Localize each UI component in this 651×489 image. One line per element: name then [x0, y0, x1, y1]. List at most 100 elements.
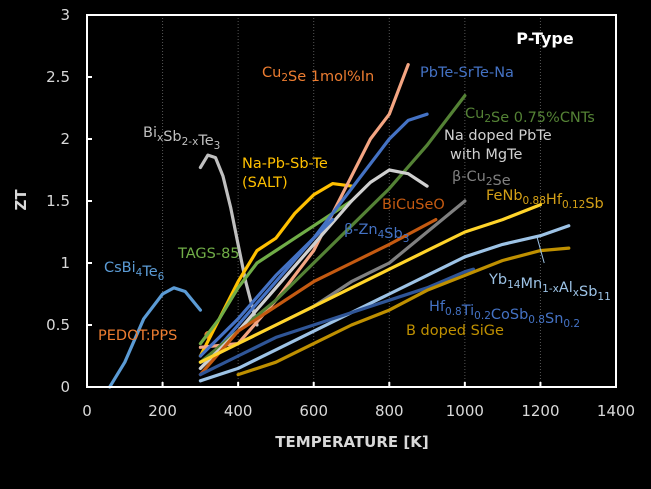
series-label-yb14mn1-xalxsb11: Yb14Mn1-xAlxSb11 — [488, 272, 611, 303]
y-tick-label: 2.5 — [46, 68, 70, 86]
label-text: CsBi — [104, 260, 136, 276]
label-subscript: x — [157, 132, 163, 144]
label-text: Se 0.75%CNTs — [491, 110, 595, 126]
series-label-csbi4te6: CsBi4Te6 — [104, 260, 165, 283]
label-subscript: 6 — [158, 271, 165, 283]
label-text: Hf — [546, 192, 563, 208]
x-tick-label: 1000 — [446, 402, 484, 420]
series-label-line2-na-doped-pbte-with-mgte: with MgTe — [450, 147, 522, 163]
label-subscript: 2 — [486, 176, 493, 188]
axes — [86, 14, 617, 388]
x-tick-label: 800 — [375, 402, 404, 420]
label-subscript: 4 — [378, 229, 385, 241]
y-tick-label: 2 — [60, 130, 70, 148]
series-line-fenb0-88hf0-12sb — [198, 203, 542, 364]
label-text: CoSb — [491, 307, 528, 323]
label-subscript: 0.2 — [563, 318, 580, 330]
label-subscript: 0.12 — [562, 199, 585, 211]
series-label-cu2se-1mol-in: Cu2Se 1mol%In — [262, 65, 374, 85]
y-tick-label: 0 — [60, 378, 70, 396]
x-tick-label: 600 — [299, 402, 328, 420]
label-text: Te — [141, 264, 157, 280]
label-text: Na-Pb-Sb-Te — [242, 156, 328, 172]
label-subscript: 3 — [214, 140, 221, 152]
label-text: Cu — [262, 65, 281, 81]
series-label-fenb0-88hf0-12sb: FeNb0.88Hf0.12Sb — [486, 188, 604, 212]
label-subscript: 4 — [136, 267, 143, 279]
label-text: Cu — [465, 106, 484, 122]
label-text: Sb — [579, 284, 597, 300]
label-text: Na doped PbTe — [444, 128, 552, 144]
series-line-csbi4te6 — [108, 286, 202, 389]
label-subscript: 14 — [507, 279, 521, 291]
x-tick-label: 400 — [224, 402, 253, 420]
label-text: Sb — [585, 196, 603, 212]
label-text: Al — [559, 280, 573, 296]
series-line-hf0-8ti0-2cosb0-8sn0-2 — [198, 267, 476, 377]
label-text: Te — [197, 133, 213, 149]
series-label-zn4sb3: β-Zn4Sb3 — [344, 222, 409, 245]
yb14-leader-line — [536, 235, 545, 264]
label-text: Hf — [429, 299, 446, 315]
series-line-b-doped-sige — [236, 246, 571, 377]
label-text: Sb — [163, 129, 181, 145]
label-text: Se — [493, 173, 511, 189]
series-label-bixsb2-xte3: BixSb2-xTe3 — [143, 125, 220, 152]
x-tick-label: 1200 — [521, 402, 559, 420]
label-subscript: 3 — [403, 233, 410, 245]
label-subscript: 11 — [597, 291, 610, 303]
y-tick-label: 1.5 — [46, 192, 70, 210]
label-text: β-Cu — [452, 169, 486, 185]
y-tick-label: 3 — [60, 6, 70, 24]
label-text: Bi — [143, 125, 157, 141]
series-group — [108, 62, 571, 389]
series-labels: CsBi4Te6PEDOT:PPSBixSb2-xTe3Na-Pb-Sb-Te(… — [98, 65, 611, 344]
label-subscript: 0.8 — [445, 306, 462, 318]
series-line-yb14mn1-xalxsb11 — [198, 224, 571, 383]
series-label-pedot-pps: PEDOT:PPS — [98, 328, 177, 344]
series-line-pbte-srte-na — [198, 112, 429, 370]
y-tick-label: 1 — [60, 254, 70, 272]
series-line-bixsb2-xte3 — [198, 153, 259, 327]
series-label-bicuseo: BiCuSeO — [382, 197, 445, 213]
series-label-cu2se-0-75-cnts: Cu2Se 0.75%CNTs — [465, 106, 595, 126]
series-label-cu2se: β-Cu2Se — [452, 169, 511, 189]
x-tick-label: 0 — [82, 402, 92, 420]
y-axis-title: ZT — [12, 189, 30, 211]
series-label-pbte-srte-na: PbTe-SrTe-Na — [420, 65, 514, 81]
series-line-tags-85 — [198, 199, 354, 346]
label-text: PEDOT:PPS — [98, 328, 177, 344]
label-subscript: 0.8 — [528, 314, 545, 326]
label-text: Sb — [384, 226, 402, 242]
label-subscript: 2 — [484, 113, 491, 125]
tick-labels: 0 200 400 600 800 1000 1200 1400 0 0.5 1 1.5 2 2.5 3 — [46, 6, 635, 420]
x-tick-label: 1400 — [597, 402, 635, 420]
label-subscript: 1-x — [542, 283, 559, 295]
label-text: β-Zn — [344, 222, 378, 238]
label-text: Se 1mol%In — [288, 69, 374, 85]
label-text: PbTe-SrTe-Na — [420, 65, 514, 81]
x-axis-title: TEMPERATURE [K] — [275, 433, 428, 451]
label-subscript: 0.2 — [474, 310, 491, 322]
label-text: Sn — [545, 311, 563, 327]
y-tick-label: 0.5 — [46, 316, 70, 334]
label-subscript: 2-x — [182, 136, 199, 148]
series-label-b-doped-sige: B doped SiGe — [406, 323, 504, 339]
label-subscript: x — [573, 287, 579, 299]
series-line-bicuseo — [198, 218, 438, 377]
series-label-tags-85: TAGS-85 — [177, 246, 240, 262]
series-label-na-doped-pbte-with-mgte: Na doped PbTe — [444, 128, 552, 144]
label-text: FeNb — [486, 188, 523, 204]
label-text: TAGS-85 — [177, 246, 240, 262]
label-text: Yb — [488, 272, 507, 288]
series-label-line2-na-pb-sb-te-salt: (SALT) — [242, 175, 288, 191]
chart-title: P-Type — [516, 29, 574, 48]
series-line-na-doped-pbte-with-mgte — [198, 168, 429, 370]
label-text: Ti — [461, 303, 474, 319]
label-text: BiCuSeO — [382, 197, 445, 213]
series-line-zn4sb3 — [198, 218, 335, 358]
label-subscript: 2 — [281, 72, 288, 84]
x-tick-label: 200 — [148, 402, 177, 420]
